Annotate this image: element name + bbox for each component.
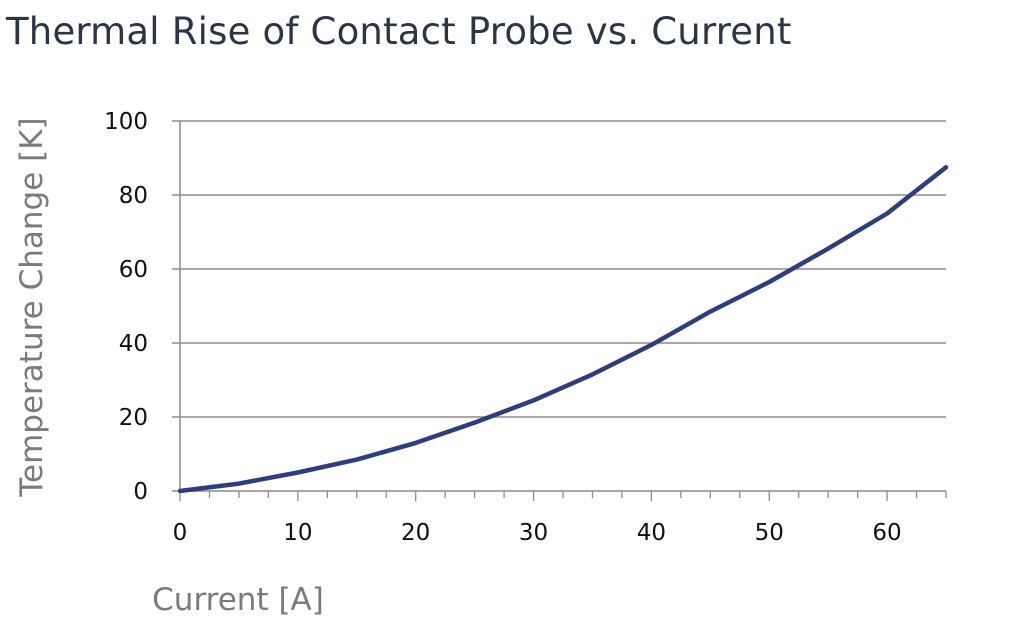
x-tick-label-30: 30 xyxy=(519,520,548,546)
series-layer xyxy=(177,165,949,494)
y-tick-label-0: 0 xyxy=(133,479,148,505)
x-tick-label-20: 20 xyxy=(401,520,430,546)
y-tick-label-40: 40 xyxy=(119,331,148,357)
y-axis-label: Temperature Change [K] xyxy=(14,117,50,497)
x-tick-label-0: 0 xyxy=(173,520,188,546)
y-tick-label-60: 60 xyxy=(119,257,148,283)
axes xyxy=(172,120,947,501)
chart-title: Thermal Rise of Contact Probe vs. Curren… xyxy=(6,10,792,53)
tick-labels: 0 20 40 60 80 100 0 10 20 30 40 50 60 xyxy=(104,109,902,546)
x-tick-label-50: 50 xyxy=(755,520,784,546)
x-axis-label: Current [A] xyxy=(152,582,324,618)
x-tick-label-40: 40 xyxy=(637,520,666,546)
y-tick-label-80: 80 xyxy=(119,183,148,209)
gridlines xyxy=(180,120,946,418)
y-tick-label-100: 100 xyxy=(104,109,148,135)
x-tick-label-10: 10 xyxy=(283,520,312,546)
series-line-0 xyxy=(177,165,949,494)
x-tick-label-60: 60 xyxy=(872,520,901,546)
y-tick-label-20: 20 xyxy=(119,405,148,431)
